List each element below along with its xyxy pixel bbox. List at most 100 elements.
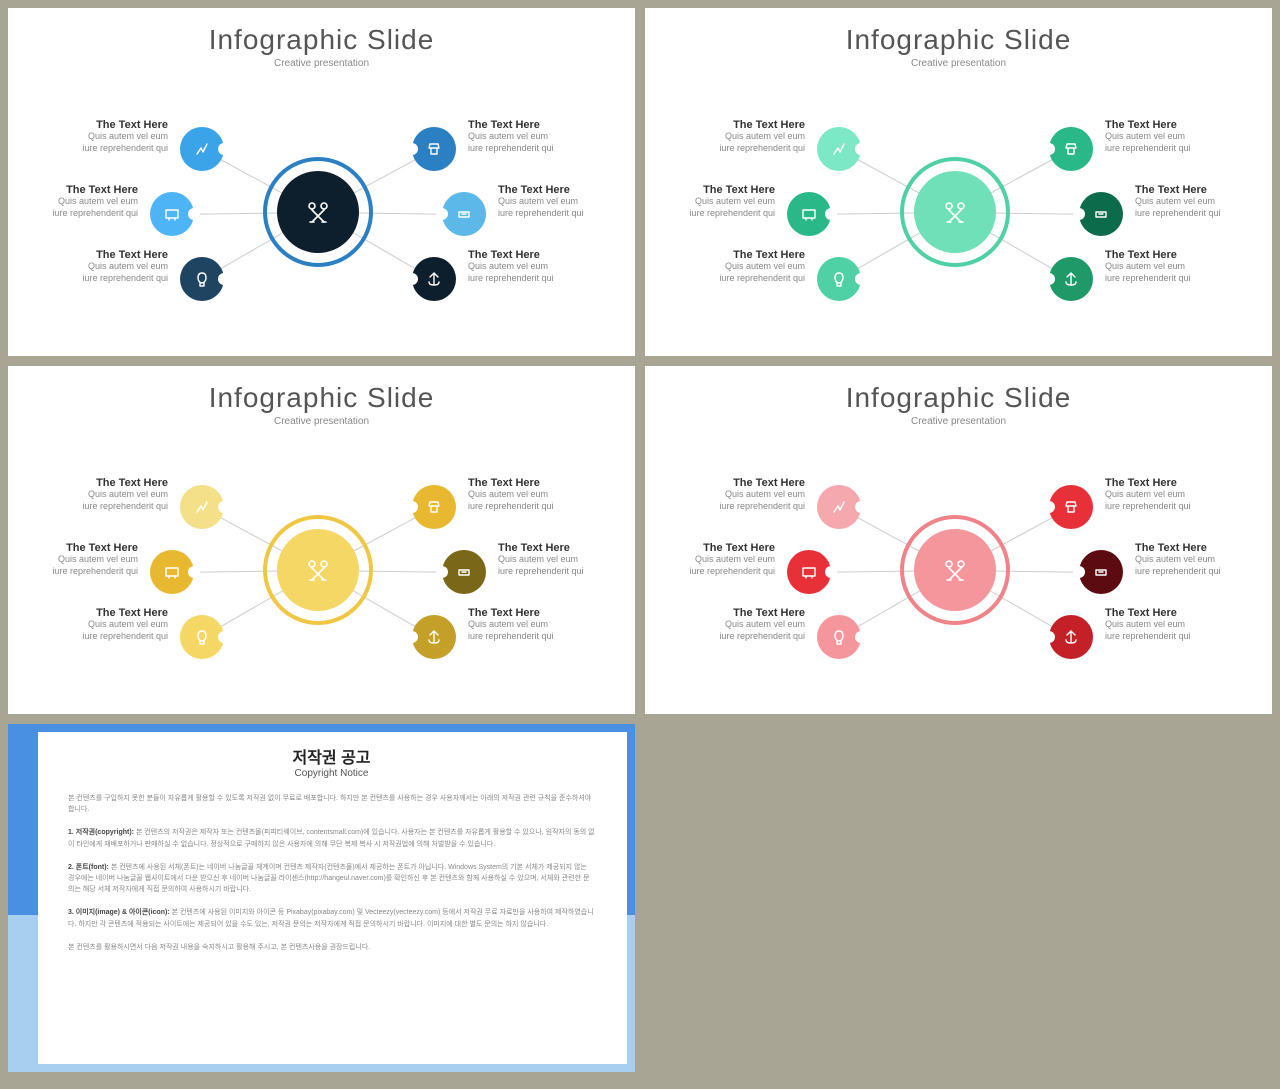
diagram-node	[1049, 485, 1093, 529]
label-line1: Quis autem vel eum	[468, 489, 598, 501]
label-title: The Text Here	[1105, 119, 1235, 131]
slide-title: Infographic Slide	[8, 24, 635, 56]
label-line1: Quis autem vel eum	[675, 489, 805, 501]
node-label: The Text Here Quis autem vel eum iure re…	[38, 477, 168, 512]
node-label: The Text Here Quis autem vel eum iure re…	[1105, 119, 1235, 154]
label-line2: iure reprehenderit qui	[1105, 143, 1235, 155]
node-label: The Text Here Quis autem vel eum iure re…	[675, 477, 805, 512]
label-line1: Quis autem vel eum	[645, 554, 775, 566]
label-title: The Text Here	[1135, 542, 1265, 554]
label-line2: iure reprehenderit qui	[675, 143, 805, 155]
node-label: The Text Here Quis autem vel eum iure re…	[1105, 477, 1235, 512]
label-line1: Quis autem vel eum	[498, 196, 628, 208]
border-right-top	[627, 724, 635, 915]
diagram-node	[150, 192, 194, 236]
label-title: The Text Here	[498, 542, 628, 554]
label-line2: iure reprehenderit qui	[1135, 208, 1265, 220]
center-hub	[914, 529, 996, 611]
diagram-node	[180, 615, 224, 659]
copyright-subtitle: Copyright Notice	[68, 768, 595, 779]
copyright-p4: 3. 이미지(image) & 아이콘(icon): 본 컨텐츠에 사용된 이미…	[68, 907, 595, 929]
label-line2: iure reprehenderit qui	[498, 566, 628, 578]
copyright-p5: 본 컨텐츠를 활용하시면서 다음 저작권 내용을 숙지하시고 활용해 주시고, …	[68, 942, 595, 953]
diagram-node	[1079, 550, 1123, 594]
slide-2: Infographic Slide Creative presentation …	[645, 8, 1272, 356]
label-line2: iure reprehenderit qui	[645, 208, 775, 220]
label-line1: Quis autem vel eum	[38, 131, 168, 143]
label-title: The Text Here	[38, 119, 168, 131]
label-line2: iure reprehenderit qui	[645, 566, 775, 578]
label-line1: Quis autem vel eum	[468, 619, 598, 631]
label-title: The Text Here	[645, 542, 775, 554]
label-line2: iure reprehenderit qui	[38, 143, 168, 155]
diagram-node	[180, 485, 224, 529]
border-left-top	[8, 724, 38, 915]
label-line1: Quis autem vel eum	[1105, 261, 1235, 273]
border-bottom	[8, 1064, 635, 1072]
diagram-node	[412, 257, 456, 301]
label-line2: iure reprehenderit qui	[8, 208, 138, 220]
label-line1: Quis autem vel eum	[8, 196, 138, 208]
label-title: The Text Here	[468, 119, 598, 131]
copyright-p1: 본 컨텐츠를 구입하지 못한 분들이 자유롭게 활용할 수 있도록 저작권 없이…	[68, 793, 595, 815]
label-line1: Quis autem vel eum	[38, 489, 168, 501]
diagram-node	[180, 127, 224, 171]
label-title: The Text Here	[38, 477, 168, 489]
slide-grid: Infographic Slide Creative presentation …	[8, 8, 1272, 1072]
label-line1: Quis autem vel eum	[675, 131, 805, 143]
slide-1: Infographic Slide Creative presentation …	[8, 8, 635, 356]
node-label: The Text Here Quis autem vel eum iure re…	[675, 249, 805, 284]
label-line2: iure reprehenderit qui	[675, 501, 805, 513]
node-label: The Text Here Quis autem vel eum iure re…	[1135, 542, 1265, 577]
label-title: The Text Here	[8, 542, 138, 554]
center-ring	[263, 157, 373, 267]
slide-subtitle: Creative presentation	[8, 58, 635, 69]
border-top	[8, 724, 635, 732]
copyright-p3: 2. 폰트(font): 본 컨텐츠에 사용된 서체(폰트)는 네이버 나눔글꼴…	[68, 862, 595, 896]
label-title: The Text Here	[1105, 477, 1235, 489]
center-hub	[914, 171, 996, 253]
center-hub	[277, 529, 359, 611]
center-ring	[263, 515, 373, 625]
label-line1: Quis autem vel eum	[1105, 619, 1235, 631]
slide-empty	[645, 724, 1272, 1072]
copyright-title: 저작권 공고	[68, 744, 595, 768]
label-line1: Quis autem vel eum	[675, 619, 805, 631]
node-label: The Text Here Quis autem vel eum iure re…	[38, 119, 168, 154]
node-label: The Text Here Quis autem vel eum iure re…	[468, 607, 598, 642]
slide-title: Infographic Slide	[645, 382, 1272, 414]
label-title: The Text Here	[675, 249, 805, 261]
diagram-node	[412, 485, 456, 529]
border-left-bottom	[8, 915, 38, 1072]
label-line2: iure reprehenderit qui	[1135, 566, 1265, 578]
label-line2: iure reprehenderit qui	[1105, 631, 1235, 643]
diagram-node	[442, 192, 486, 236]
node-label: The Text Here Quis autem vel eum iure re…	[498, 542, 628, 577]
slide-subtitle: Creative presentation	[645, 416, 1272, 427]
node-label: The Text Here Quis autem vel eum iure re…	[8, 542, 138, 577]
label-line2: iure reprehenderit qui	[498, 208, 628, 220]
label-title: The Text Here	[645, 184, 775, 196]
node-label: The Text Here Quis autem vel eum iure re…	[675, 607, 805, 642]
label-line2: iure reprehenderit qui	[675, 273, 805, 285]
center-ring	[900, 157, 1010, 267]
label-line2: iure reprehenderit qui	[38, 631, 168, 643]
label-line1: Quis autem vel eum	[38, 619, 168, 631]
label-line1: Quis autem vel eum	[468, 131, 598, 143]
diagram-node	[1049, 257, 1093, 301]
diagram-node	[412, 127, 456, 171]
label-line2: iure reprehenderit qui	[468, 501, 598, 513]
copyright-body: 저작권 공고 Copyright Notice 본 컨텐츠를 구입하지 못한 분…	[68, 744, 595, 965]
center-ring	[900, 515, 1010, 625]
node-label: The Text Here Quis autem vel eum iure re…	[1105, 249, 1235, 284]
label-title: The Text Here	[675, 477, 805, 489]
diagram-node	[150, 550, 194, 594]
slide-subtitle: Creative presentation	[8, 416, 635, 427]
label-line1: Quis autem vel eum	[498, 554, 628, 566]
diagram-node	[817, 257, 861, 301]
slide-copyright: 저작권 공고 Copyright Notice 본 컨텐츠를 구입하지 못한 분…	[8, 724, 635, 1072]
diagram-node	[1049, 127, 1093, 171]
diagram-node	[817, 127, 861, 171]
label-title: The Text Here	[38, 249, 168, 261]
label-title: The Text Here	[8, 184, 138, 196]
